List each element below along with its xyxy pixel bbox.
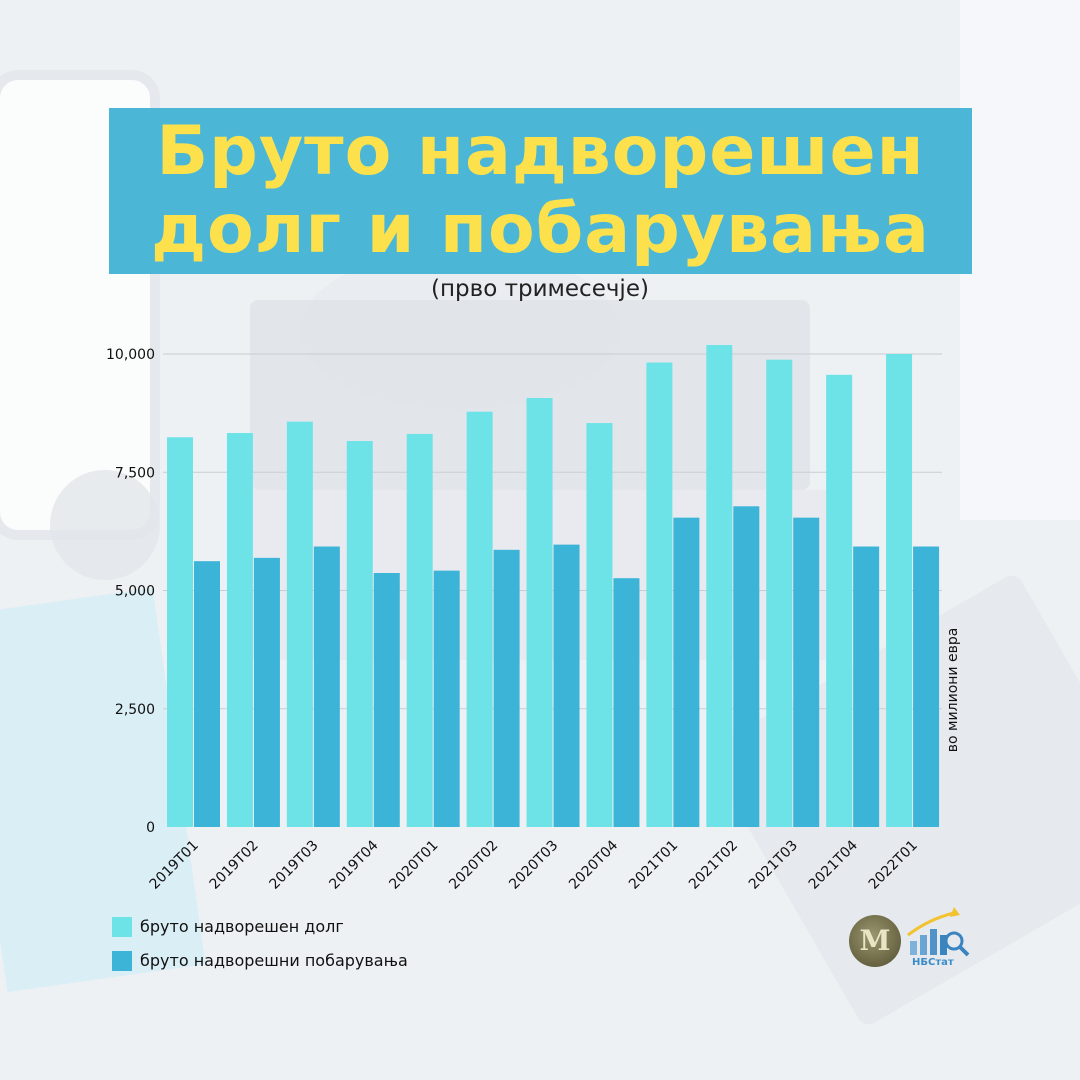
bars-layer	[167, 345, 940, 827]
y-tick-label: 10,000	[106, 347, 155, 363]
x-tick-label: 2019Т04	[326, 837, 381, 892]
bar-debt	[706, 345, 733, 827]
x-tick-label: 2019Т03	[267, 838, 322, 893]
chart-title-line-2: долг и побарувања	[151, 190, 930, 269]
background-papers	[960, 0, 1080, 520]
bar-debt	[226, 432, 253, 827]
bar-debt	[646, 362, 673, 827]
bar-claims	[913, 546, 940, 827]
x-tick-label: 2020Т04	[566, 837, 621, 892]
x-tick-label: 2022Т01	[866, 838, 921, 893]
bar-claims	[433, 570, 460, 827]
bar-debt	[346, 441, 373, 827]
bar-debt	[526, 397, 553, 827]
x-tick-label: 2021Т03	[746, 838, 801, 893]
legend-swatch-claims	[112, 951, 132, 971]
y-tick-label: 2,500	[115, 702, 155, 718]
central-bank-seal-icon: М	[849, 915, 901, 967]
bar-debt	[167, 437, 193, 827]
x-tick-label: 2020Т03	[506, 838, 561, 893]
y-tick-label: 0	[146, 820, 155, 836]
bar-debt	[826, 374, 853, 827]
bar-debt	[886, 354, 913, 827]
x-tick-label: 2021Т02	[686, 838, 741, 893]
bar-debt	[286, 421, 313, 827]
title-banner: Бруто надворешен долг и побарувања	[109, 108, 972, 274]
nbstat-logo-text: НБСтат	[912, 957, 954, 968]
bar-debt	[406, 433, 433, 827]
chart-title-line-1: Бруто надворешен	[156, 112, 925, 191]
bar-debt	[766, 359, 793, 827]
x-tick-label: 2019Т02	[207, 838, 262, 893]
y-tick-label: 7,500	[115, 465, 155, 481]
legend-swatch-debt	[112, 917, 132, 937]
background-glass	[50, 470, 160, 580]
bar-claims	[253, 557, 280, 827]
bar-claims	[373, 572, 400, 827]
legend-label-debt: бруто надворешен долг	[140, 917, 344, 936]
unit-label: во милиони евра	[945, 628, 961, 753]
bar-claims	[733, 506, 760, 827]
legend-label-claims: бруто надворешни побарувања	[140, 951, 408, 970]
bar-claims	[793, 517, 820, 827]
bar-claims	[853, 546, 880, 827]
bar-claims	[194, 561, 220, 827]
bar-claims	[493, 549, 520, 827]
x-tick-label: 2020Т02	[446, 838, 501, 893]
bar-claims	[553, 544, 580, 827]
bar-chart-magnifier-icon: НБСтат	[904, 905, 974, 975]
chart-subtitle: (прво тримесечје)	[431, 276, 649, 302]
seal-letter: М	[859, 924, 891, 957]
x-tick-label: 2020Т01	[386, 838, 441, 893]
x-tick-label: 2021Т04	[806, 837, 861, 892]
bar-claims	[673, 517, 700, 827]
bar-claims	[313, 546, 340, 827]
y-tick-label: 5,000	[115, 584, 155, 600]
bar-debt	[586, 423, 613, 827]
x-tick-label: 2019Т01	[147, 838, 202, 893]
x-tick-label: 2021Т01	[626, 838, 681, 893]
bar-claims	[613, 578, 640, 827]
nbstat-logo-graphic	[907, 907, 970, 957]
bar-debt	[466, 411, 493, 827]
